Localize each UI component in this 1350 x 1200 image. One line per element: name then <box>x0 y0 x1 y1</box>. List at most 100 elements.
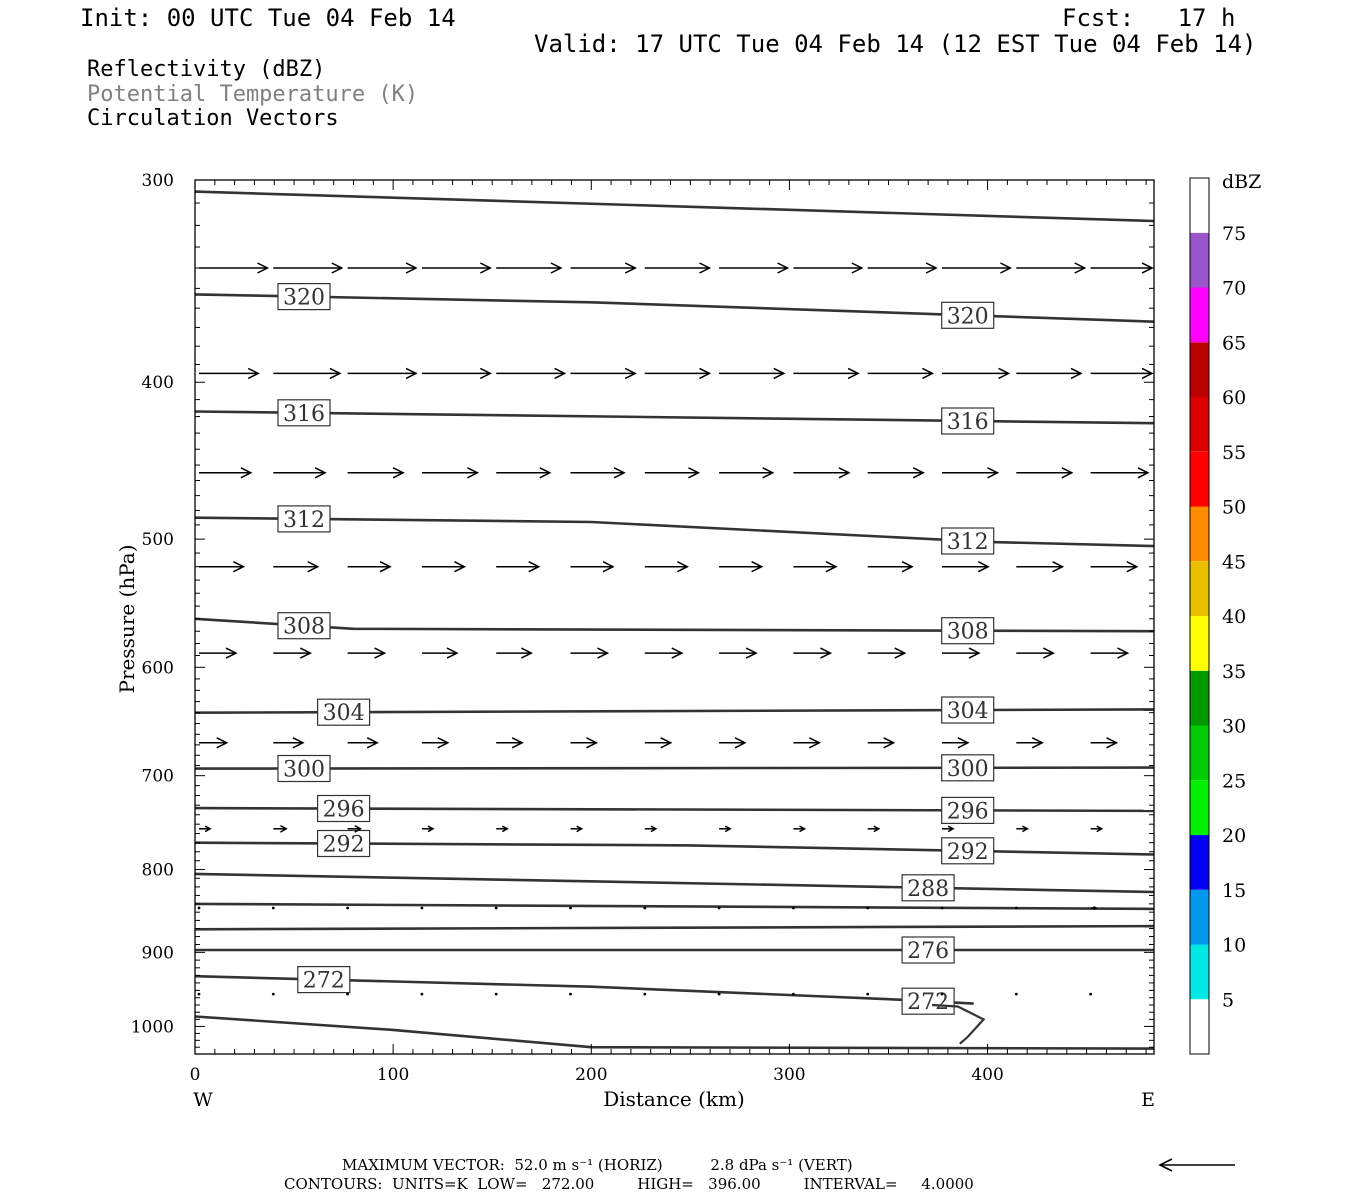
circulation-vector <box>792 992 795 996</box>
contour-label: 308 <box>947 620 989 645</box>
circulation-vector <box>1014 992 1018 996</box>
colorbar-swatch <box>1190 342 1209 398</box>
colorbar-swatch <box>1190 616 1209 671</box>
vector-arrowhead <box>520 647 533 659</box>
circulation-vector <box>197 906 201 910</box>
vector-arrowhead <box>550 262 563 274</box>
y-tick-label: 400 <box>142 373 174 393</box>
theta-contour <box>194 872 1155 894</box>
field-label-theta: Potential Temperature (K) <box>87 82 419 107</box>
field-label-reflectivity: Reflectivity (dBZ) <box>87 57 326 82</box>
colorbar-level-label: 15 <box>1222 880 1246 902</box>
colorbar-swatch <box>1190 835 1209 890</box>
colorbar-level-label: 35 <box>1222 661 1246 683</box>
contour-label-box <box>941 796 995 825</box>
colorbar-level-label: 50 <box>1222 497 1246 519</box>
contour-label-box <box>941 301 995 329</box>
plot-frame <box>194 179 1155 1055</box>
vector-arrowhead <box>901 561 914 573</box>
contour-label-box <box>941 407 995 435</box>
vector-arrowhead <box>968 647 981 659</box>
vector-arrowhead <box>947 825 955 833</box>
circulation-vector <box>792 906 795 910</box>
contour-label: 304 <box>323 701 365 726</box>
contour-label-box <box>901 987 955 1015</box>
colorbar-swatch <box>1190 670 1209 726</box>
vector-arrowhead <box>539 467 552 479</box>
vector-arrowhead <box>1061 467 1074 479</box>
colorbar-level-label: 65 <box>1222 332 1246 354</box>
contour-label: 292 <box>947 840 989 865</box>
circulation-vector <box>1089 992 1092 996</box>
contour-label-box <box>901 874 955 902</box>
vector-arrowhead <box>602 561 615 573</box>
contour-label-box <box>277 612 331 640</box>
vector-arrowhead <box>1093 905 1098 911</box>
vector-arrowhead <box>1126 561 1139 573</box>
vector-arrowhead <box>597 647 610 659</box>
contour-label-box <box>277 754 331 783</box>
circulation-vector <box>346 992 349 996</box>
vector-arrowhead <box>987 467 1000 479</box>
vector-arrowhead <box>233 561 246 573</box>
vector-arrowhead <box>925 262 938 274</box>
circulation-vector <box>717 906 721 910</box>
colorbar-swatch <box>1190 178 1209 233</box>
vector-arrowhead <box>624 367 637 380</box>
vector-arrowhead <box>762 467 775 479</box>
vector-arrowhead <box>366 737 379 749</box>
x-tick-label: 200 <box>575 1065 607 1085</box>
valid-time: Valid: 17 UTC Tue 04 Feb 14 (12 EST Tue … <box>534 30 1257 58</box>
east-label: E <box>1141 1089 1155 1111</box>
theta-contour <box>932 1003 986 1045</box>
vector-arrowhead <box>446 647 459 659</box>
vector-arrowhead <box>528 561 541 573</box>
colorbar-level-label: 10 <box>1222 935 1246 957</box>
vector-arrowhead <box>331 262 344 274</box>
vector-arrowhead <box>354 824 363 833</box>
theta-contour <box>194 516 1155 548</box>
vector-arrowhead <box>699 367 712 380</box>
y-tick-label: 600 <box>142 658 174 678</box>
vector-arrowhead <box>479 367 492 380</box>
vector-arrowhead <box>374 647 387 659</box>
theta-contour <box>194 617 1155 633</box>
x-tick-label: 100 <box>377 1065 409 1085</box>
vector-arrowhead <box>1000 262 1013 274</box>
contour-label: 300 <box>947 757 989 782</box>
contour-label-box <box>941 754 995 782</box>
colorbar-level-label: 25 <box>1222 770 1246 792</box>
vector-arrowhead <box>650 825 658 833</box>
circulation-vector <box>271 906 275 910</box>
contour-info: CONTOURS: UNITS=K LOW= 272.00 HIGH= 396.… <box>284 1175 974 1193</box>
vector-arrowhead <box>405 262 418 274</box>
circulation-vector <box>346 906 349 910</box>
vector-arrowhead <box>912 467 925 479</box>
colorbar-swatch <box>1190 725 1209 781</box>
field-label-vectors: Circulation Vectors <box>87 106 339 131</box>
colorbar-level-label: 5 <box>1222 989 1234 1011</box>
circulation-vector <box>420 906 424 910</box>
vector-arrowhead <box>379 561 392 573</box>
circulation-vector <box>271 992 275 996</box>
west-label: W <box>193 1089 213 1111</box>
contour-label-box <box>277 399 331 427</box>
vector-arrowhead <box>847 367 860 380</box>
vector-arrowhead <box>216 737 229 749</box>
colorbar-level-label: 70 <box>1222 278 1246 300</box>
colorbar-swatch <box>1190 999 1209 1055</box>
circulation-vector <box>717 992 721 996</box>
vector-arrowhead <box>454 561 467 573</box>
contour-label-box <box>941 837 995 865</box>
contour-label: 272 <box>303 969 345 994</box>
colorbar-level-label: 60 <box>1222 387 1246 409</box>
vector-arrowhead <box>624 262 637 274</box>
contour-label-box <box>941 696 995 724</box>
circulation-vector <box>420 992 424 996</box>
vector-arrowhead <box>613 467 626 479</box>
vector-arrowhead <box>437 737 450 749</box>
circulation-vector <box>494 906 498 910</box>
contour-label-box <box>277 283 331 311</box>
vector-arrowhead <box>240 467 253 479</box>
